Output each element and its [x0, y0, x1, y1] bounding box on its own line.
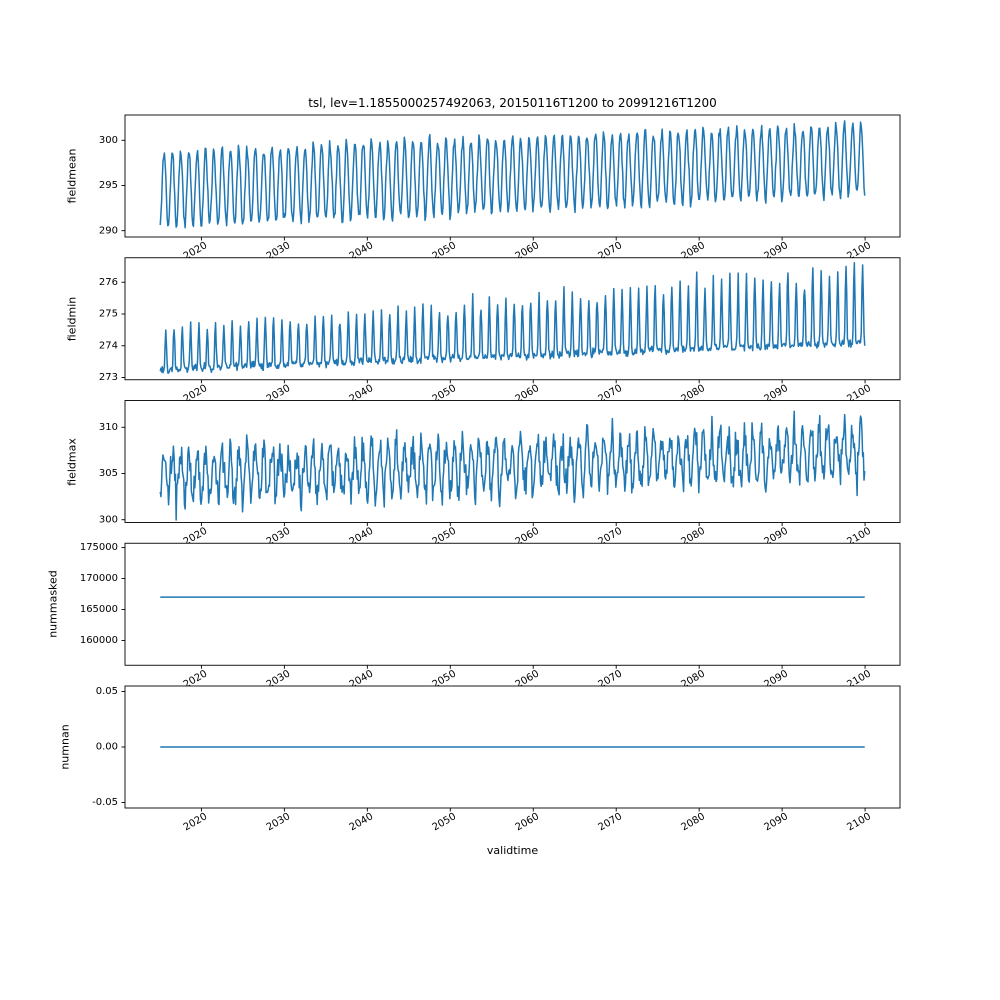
y-axis-label-fieldmin: fieldmin [65, 296, 79, 341]
x-axis-label: validtime [486, 844, 539, 857]
y-axis-label-nummasked: nummasked [46, 570, 60, 639]
chart-title: tsl, lev=1.1855000257492063, 20150116T12… [308, 96, 717, 110]
y-axis-label-numnan: numnan [58, 724, 72, 770]
y-axis-label-fieldmean: fieldmean [65, 148, 79, 204]
y-axis-label-fieldmax: fieldmax [65, 437, 79, 486]
